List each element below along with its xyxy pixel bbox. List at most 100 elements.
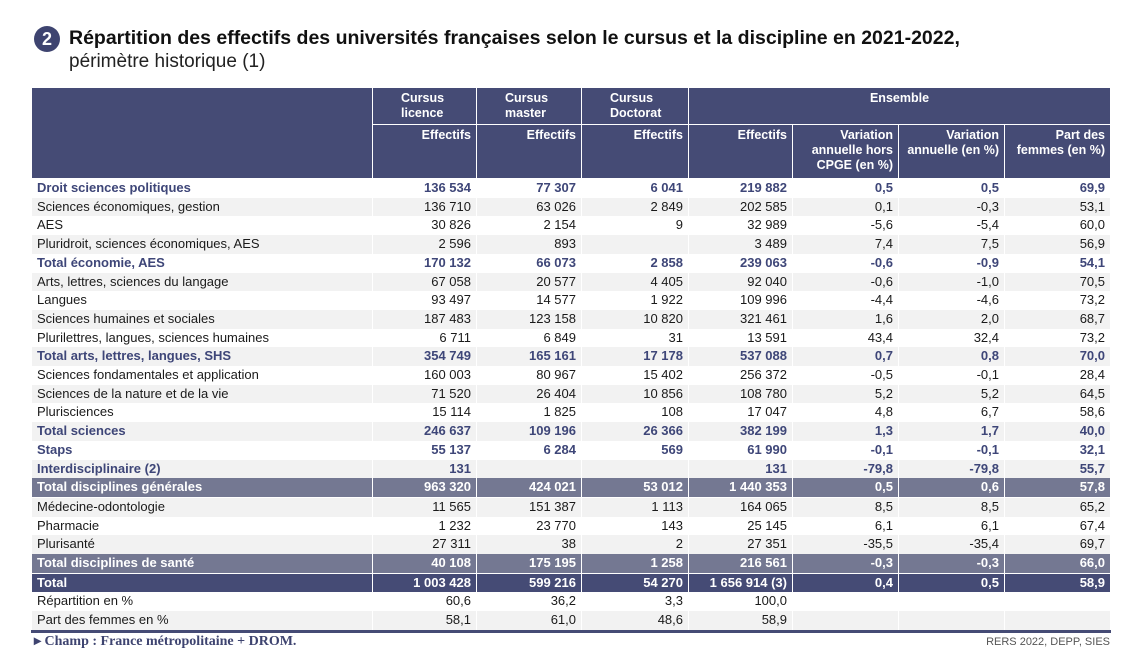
table-cell: 15 114 <box>372 403 477 423</box>
row-label: Total <box>31 573 373 593</box>
table-cell: 26 366 <box>581 422 689 441</box>
table-cell: 354 749 <box>372 347 477 367</box>
table-cell: 6,7 <box>898 403 1005 423</box>
title-line1: Répartition des effectifs des université… <box>69 27 960 49</box>
table-row: Langues 93 497 14 577 1 922 109 996 -4,4 -4,6 7… <box>31 291 1111 310</box>
row-label: Plurisanté <box>31 535 373 555</box>
table-cell <box>898 611 1005 633</box>
table-cell: 55 137 <box>372 440 477 460</box>
table-cell: 70,0 <box>1004 347 1111 367</box>
row-label: Plurilettres, langues, sciences humaines <box>31 328 373 348</box>
table-cell: 6 711 <box>372 328 477 348</box>
table-cell: 108 <box>581 403 689 423</box>
table-cell: 1 113 <box>581 497 689 517</box>
table-row: Part des femmes en % 58,1 61,0 48,6 58,9 <box>31 611 1111 633</box>
table-cell <box>581 459 689 479</box>
table-cell: 53 012 <box>581 478 689 498</box>
table-cell: -5,4 <box>898 216 1005 236</box>
table-cell: 53,1 <box>1004 197 1111 217</box>
table-cell: 58,9 <box>1004 573 1111 593</box>
table-cell: 10 856 <box>581 384 689 404</box>
table-row: Total disciplines générales 963 320 424 02… <box>31 478 1111 498</box>
table-cell <box>792 592 899 612</box>
table-cell: 0,6 <box>898 478 1005 498</box>
table-cell: 60,0 <box>1004 216 1111 236</box>
header-col: Effectifs <box>688 124 793 179</box>
table-cell: 6 284 <box>476 440 582 460</box>
table-cell: 100,0 <box>688 592 793 612</box>
table-cell: 31 <box>581 328 689 348</box>
table-cell: 58,6 <box>1004 403 1111 423</box>
table-cell: 131 <box>688 459 793 479</box>
table-cell: 64,5 <box>1004 384 1111 404</box>
table-row: Total économie, AES 170 132 66 073 2 858 239… <box>31 253 1111 273</box>
table-cell: 8,5 <box>898 497 1005 517</box>
table-cell: -0,1 <box>792 440 899 460</box>
table-row: Staps 55 137 6 284 569 61 990 -0,1 -0,1 32,1 <box>31 440 1111 460</box>
table-cell: 73,2 <box>1004 291 1111 310</box>
row-label: Pluridroit, sciences économiques, AES <box>31 235 373 254</box>
table-cell: 23 770 <box>476 516 582 536</box>
table-cell: 424 021 <box>476 478 582 498</box>
table-cell: 1 232 <box>372 516 477 536</box>
title-line2: périmètre historique (1) <box>69 51 266 72</box>
table-cell: 1,3 <box>792 422 899 441</box>
table-cell: -79,8 <box>792 459 899 479</box>
table-cell: 32 989 <box>688 216 793 236</box>
table-row: Total disciplines de santé 40 108 175 195 1… <box>31 554 1111 574</box>
table-cell: 3,3 <box>581 592 689 612</box>
table-cell: 216 561 <box>688 554 793 574</box>
header-col: Variation annuelle hors CPGE (en %) <box>792 124 899 179</box>
table-cell: -0,3 <box>898 554 1005 574</box>
table-cell: 32,1 <box>1004 440 1111 460</box>
table-cell: 6,1 <box>792 516 899 536</box>
table-cell: 28,4 <box>1004 366 1111 385</box>
table-row: AES 30 826 2 154 9 32 989 -5,6 -5,4 60,0 <box>31 216 1111 236</box>
table-cell <box>792 611 899 633</box>
table-cell: 66 073 <box>476 253 582 273</box>
table-cell: 164 065 <box>688 497 793 517</box>
table-cell: 26 404 <box>476 384 582 404</box>
table-cell <box>898 592 1005 612</box>
table-cell: 70,5 <box>1004 272 1111 292</box>
table-cell: 599 216 <box>476 573 582 593</box>
header-col: Effectifs <box>476 124 582 179</box>
table-cell: 61,0 <box>476 611 582 633</box>
table-cell: 69,9 <box>1004 178 1111 198</box>
table-cell <box>581 235 689 254</box>
table-cell: 1 258 <box>581 554 689 574</box>
table-cell: 569 <box>581 440 689 460</box>
table-cell: 9 <box>581 216 689 236</box>
table-cell: 36,2 <box>476 592 582 612</box>
table-cell: 15 402 <box>581 366 689 385</box>
table-cell: 321 461 <box>688 309 793 329</box>
table-cell: 202 585 <box>688 197 793 217</box>
table-cell: 151 387 <box>476 497 582 517</box>
table-cell: -4,6 <box>898 291 1005 310</box>
table-cell: 109 196 <box>476 422 582 441</box>
table-row: Répartition en % 60,6 36,2 3,3 100,0 <box>31 592 1111 612</box>
table-cell: 77 307 <box>476 178 582 198</box>
row-label: Total disciplines de santé <box>31 554 373 574</box>
header-discipline <box>31 87 373 179</box>
table-cell: 55,7 <box>1004 459 1111 479</box>
table-cell: 93 497 <box>372 291 477 310</box>
row-label: Pharmacie <box>31 516 373 536</box>
table-row: Arts, lettres, sciences du langage 67 058… <box>31 272 1111 292</box>
table-cell: 6 849 <box>476 328 582 348</box>
table-cell: 7,5 <box>898 235 1005 254</box>
table-cell <box>476 459 582 479</box>
header-group-ensemble: Ensemble <box>688 87 1111 125</box>
table-cell: 0,5 <box>898 178 1005 198</box>
table-cell: 2 154 <box>476 216 582 236</box>
table-cell: 30 826 <box>372 216 477 236</box>
table-cell: 6 041 <box>581 178 689 198</box>
table-cell: 0,5 <box>792 178 899 198</box>
row-label: Staps <box>31 440 373 460</box>
table-cell: 54,1 <box>1004 253 1111 273</box>
table-cell: 20 577 <box>476 272 582 292</box>
table-cell: 66,0 <box>1004 554 1111 574</box>
table-cell: 60,6 <box>372 592 477 612</box>
table-cell: 71 520 <box>372 384 477 404</box>
table-cell: 123 158 <box>476 309 582 329</box>
